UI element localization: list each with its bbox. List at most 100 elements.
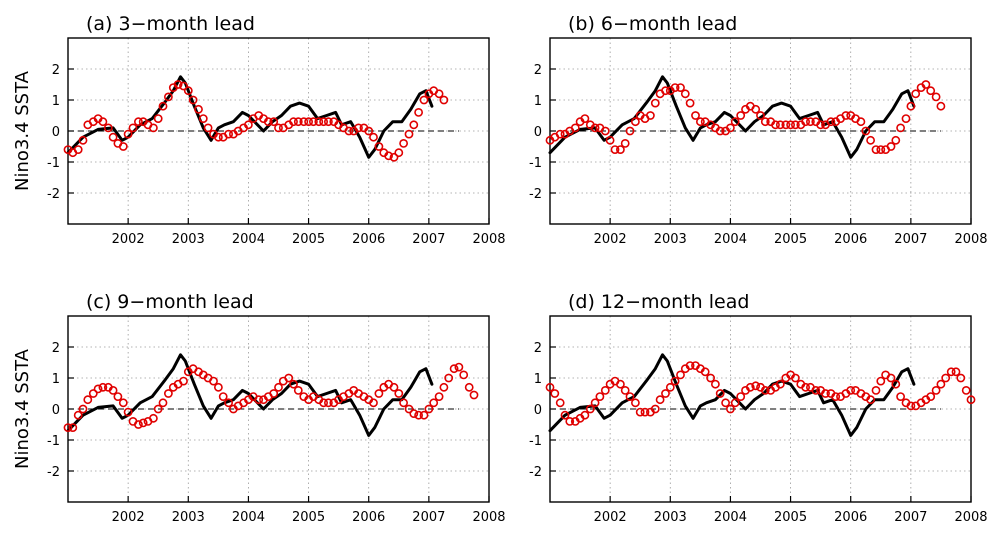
forecast-point bbox=[856, 117, 866, 127]
forecast-point bbox=[676, 370, 685, 380]
forecast-point bbox=[434, 392, 444, 401]
forecast-point bbox=[891, 135, 901, 145]
forecast-point bbox=[209, 376, 218, 386]
forecast-point bbox=[68, 423, 78, 432]
forecast-point bbox=[158, 398, 168, 408]
forecast-point bbox=[941, 373, 951, 383]
x-tick-label: 2002 bbox=[112, 510, 145, 525]
forecast-point bbox=[424, 404, 434, 414]
y-tick-label: -2 bbox=[47, 465, 60, 480]
y-tick-label: 2 bbox=[534, 63, 542, 78]
forecast-point bbox=[153, 404, 163, 414]
forecast-point bbox=[906, 101, 916, 111]
forecast-point bbox=[926, 86, 936, 96]
forecast-point bbox=[203, 123, 213, 133]
forecast-point bbox=[384, 151, 393, 161]
forecast-point bbox=[760, 117, 770, 127]
forecast-point bbox=[936, 101, 946, 111]
forecast-point bbox=[831, 392, 841, 401]
forecast-point bbox=[409, 120, 419, 130]
forecast-point bbox=[760, 385, 770, 395]
x-tick-label: 2007 bbox=[412, 510, 445, 525]
forecast-point bbox=[931, 92, 941, 102]
y-tick-label: 1 bbox=[52, 94, 60, 109]
forecast-point bbox=[661, 389, 670, 398]
forecast-point bbox=[550, 389, 560, 398]
forecast-point bbox=[224, 398, 233, 408]
forecast-point bbox=[691, 111, 700, 120]
forecast-point bbox=[274, 123, 283, 133]
forecast-point bbox=[946, 367, 956, 377]
forecast-point bbox=[224, 129, 233, 139]
forecast-point bbox=[640, 407, 650, 417]
forecast-point bbox=[801, 382, 810, 392]
forecast-point bbox=[921, 80, 931, 89]
x-tick-label: 2003 bbox=[172, 510, 205, 525]
observed-series-line bbox=[66, 75, 434, 159]
forecast-point bbox=[580, 410, 590, 420]
forecast-point bbox=[625, 392, 635, 401]
forecast-point bbox=[580, 114, 590, 123]
x-tick-label: 2006 bbox=[834, 510, 867, 525]
forecast-point bbox=[414, 410, 423, 420]
forecast-point bbox=[620, 385, 630, 395]
forecast-point bbox=[650, 404, 660, 414]
forecast-point bbox=[133, 117, 143, 127]
forecast-point bbox=[354, 123, 363, 133]
forecast-point bbox=[886, 373, 896, 383]
y-tick-label: 2 bbox=[534, 341, 542, 356]
forecast-point bbox=[886, 142, 896, 151]
y-tick-label: -1 bbox=[47, 156, 60, 171]
x-tick-label: 2005 bbox=[292, 232, 325, 247]
forecast-point bbox=[846, 385, 856, 395]
forecast-point bbox=[429, 398, 439, 408]
forecast-point bbox=[269, 389, 279, 398]
forecast-point bbox=[826, 117, 836, 127]
forecast-point bbox=[565, 416, 575, 426]
forecast-point bbox=[635, 407, 645, 417]
chart-title: (a) 3−month lead bbox=[86, 13, 255, 35]
y-tick-label: -1 bbox=[47, 434, 60, 449]
forecast-point bbox=[715, 126, 725, 136]
forecast-point bbox=[464, 382, 474, 392]
y-tick-label: 1 bbox=[534, 372, 542, 387]
forecast-point bbox=[866, 135, 875, 145]
forecast-point bbox=[631, 117, 640, 127]
y-tick-label: 2 bbox=[52, 341, 60, 356]
forecast-point bbox=[394, 148, 404, 158]
x-tick-label: 2004 bbox=[714, 232, 747, 247]
forecast-point bbox=[616, 145, 625, 154]
forecast-point bbox=[289, 117, 298, 127]
forecast-point bbox=[243, 120, 253, 130]
x-tick-label: 2003 bbox=[654, 232, 687, 247]
forecast-point bbox=[600, 385, 610, 395]
forecast-point bbox=[73, 410, 83, 420]
x-tick-label: 2004 bbox=[714, 510, 747, 525]
x-tick-label: 2004 bbox=[232, 510, 265, 525]
forecast-point bbox=[821, 389, 830, 398]
forecast-point bbox=[620, 138, 630, 148]
forecast-point bbox=[409, 409, 419, 418]
forecast-point bbox=[775, 379, 785, 389]
forecast-point bbox=[284, 373, 294, 383]
chart-panel-2: 2002 2003 2004 2005 2006 2007 2008 2 1 0 -1 -2 (b) 6… bbox=[529, 13, 988, 247]
forecast-point bbox=[595, 392, 605, 401]
forecast-point bbox=[876, 376, 886, 386]
forecast-point bbox=[274, 382, 283, 392]
forecast-point bbox=[123, 407, 133, 417]
forecast-point bbox=[198, 114, 208, 123]
forecast-point bbox=[911, 89, 921, 99]
forecast-point bbox=[319, 117, 328, 127]
forecast-point bbox=[369, 132, 378, 142]
forecast-point bbox=[454, 362, 464, 372]
forecast-point bbox=[374, 142, 384, 151]
x-tick-label: 2002 bbox=[594, 232, 627, 247]
x-tick-label: 2003 bbox=[654, 510, 687, 525]
forecast-point bbox=[616, 379, 625, 389]
x-tick-label: 2002 bbox=[594, 510, 627, 525]
forecast-point bbox=[625, 126, 635, 136]
forecast-point bbox=[871, 145, 881, 154]
x-tick-label: 2007 bbox=[894, 510, 927, 525]
forecast-point bbox=[404, 404, 414, 414]
